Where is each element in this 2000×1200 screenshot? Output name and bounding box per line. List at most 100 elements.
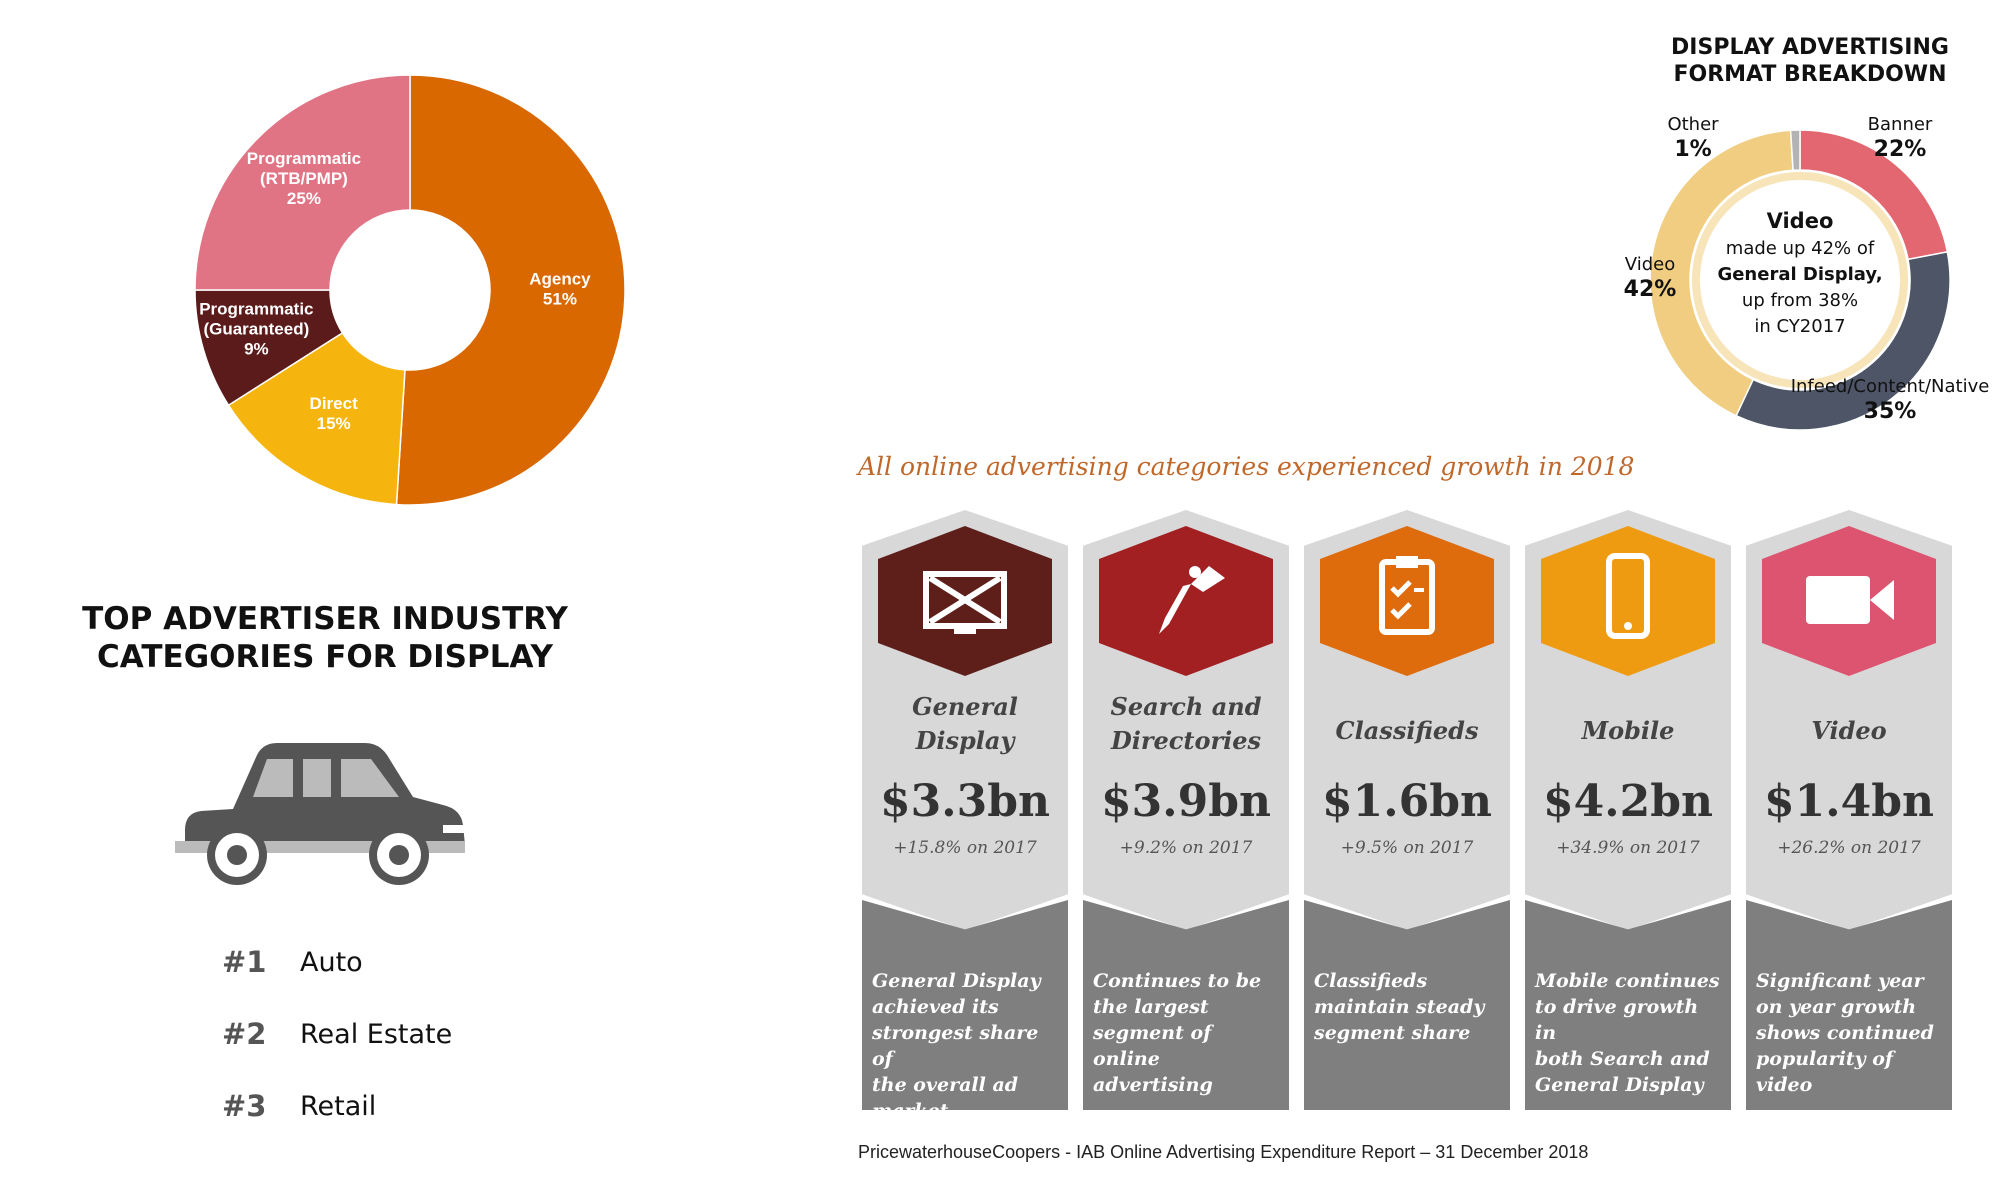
slice-name: Infeed/Content/Native — [1791, 376, 1990, 397]
donut-slice-programmatic-rtb-pmp — [194, 74, 411, 291]
slice-name: Video — [1625, 254, 1675, 275]
description-line: Continues to be — [1093, 970, 1262, 992]
category-name: Video — [1746, 714, 1952, 748]
description-line: on year growth — [1756, 996, 1917, 1018]
ad-channel-donut-chart: Agency 51% Direct 15% Programmatic (Guarantee… — [194, 74, 626, 506]
rank-label: Retail — [300, 1090, 377, 1122]
top-advertiser-title-line-1: TOP ADVERTISER INDUSTRY — [82, 601, 568, 637]
category-growth: +34.9% on 2017 — [1556, 838, 1700, 858]
category-amount: $4.2bn — [1543, 776, 1713, 827]
description-line: to drive growth in — [1535, 996, 1699, 1044]
slice-name: Other — [1667, 114, 1719, 135]
donut-slice-agency — [395, 74, 626, 506]
slice-label: Programmatic (Guaranteed) 9% — [199, 300, 313, 359]
description-line: video — [1756, 1074, 1813, 1096]
category-description: Significant year on year growth shows cont… — [1756, 968, 1946, 1098]
category-growth: +15.8% on 2017 — [893, 838, 1037, 858]
description-line: the overall ad — [872, 1074, 1019, 1096]
donut-slice-other — [1789, 129, 1801, 172]
growth-headline: All online advertising categories experi… — [858, 452, 1635, 481]
slice-name: Banner — [1868, 114, 1933, 135]
search-icon — [1159, 566, 1225, 634]
category-hexagon — [1320, 526, 1494, 676]
card-description-panel — [1083, 900, 1289, 1110]
category-description: Continues to be the largest segment of onl… — [1093, 968, 1283, 1098]
slice-label: Programmatic (RTB/PMP) 25% — [247, 149, 361, 208]
category-name-line: Display — [915, 726, 1015, 755]
description-line: Mobile continues — [1535, 970, 1720, 992]
description-line: both Search and — [1535, 1048, 1710, 1070]
description-line: achieved its — [872, 996, 999, 1018]
source-footer: PricewaterhouseCoopers - IAB Online Adve… — [858, 1142, 1589, 1162]
description-line: advertising — [1093, 1074, 1213, 1096]
category-growth: +9.2% on 2017 — [1119, 838, 1253, 858]
description-line: the largest — [1093, 996, 1209, 1018]
category-name: Mobile — [1525, 714, 1731, 748]
category-hexagon — [1762, 526, 1936, 676]
donut-center-text: Video made up 42% of General Display, up fr… — [1717, 209, 1882, 337]
card-description-panel — [1525, 900, 1731, 1110]
category-card: Classifieds $1.6bn +9.5% on 2017 Classif… — [1304, 510, 1510, 1110]
car-icon — [175, 743, 465, 885]
donut-slice-infeed-content-native — [1735, 251, 1951, 431]
monitor-icon — [923, 571, 1007, 634]
card-description-panel — [1746, 900, 1952, 1110]
donut-slice-direct — [227, 331, 406, 506]
rank-number: #1 — [222, 945, 267, 979]
category-name: General Display — [862, 690, 1068, 758]
description-line: popularity of — [1756, 1048, 1894, 1070]
slice-label: Agency 51% — [529, 270, 591, 309]
description-line: Classifieds — [1314, 970, 1428, 992]
donut-center — [1700, 180, 1900, 380]
description-line: strongest share of — [872, 1022, 1039, 1070]
description-line: market — [872, 1100, 949, 1122]
category-name: Search and Directories — [1083, 690, 1289, 758]
description-line: maintain steady — [1314, 996, 1485, 1018]
description-line: segment of online — [1093, 1022, 1212, 1070]
description-line: General Display — [872, 970, 1041, 992]
category-name-line: Video — [1811, 716, 1887, 745]
format-breakdown-donut-chart: Video made up 42% of General Display, up fr… — [1624, 114, 1990, 431]
category-amount: $1.4bn — [1764, 776, 1934, 827]
rank-label: Real Estate — [300, 1018, 453, 1050]
category-card: Mobile $4.2bn +34.9% on 2017 Mobile cont… — [1525, 510, 1731, 1110]
category-card: Video $1.4bn +26.2% on 2017 Significant … — [1746, 510, 1952, 1110]
category-amount: $3.9bn — [1101, 776, 1271, 827]
category-description: Classifieds maintain steady segment share — [1314, 968, 1504, 1046]
category-description: General Display achieved its strongest sha… — [872, 968, 1062, 1124]
category-name: Classifieds — [1304, 714, 1510, 748]
category-name-line: Directories — [1110, 726, 1262, 755]
description-line: segment share — [1314, 1022, 1471, 1044]
category-growth: +26.2% on 2017 — [1777, 838, 1921, 858]
category-amount: $3.3bn — [880, 776, 1050, 827]
donut-slice-video — [1649, 129, 1794, 417]
category-hexagon — [878, 526, 1052, 676]
category-name-line: Classifieds — [1335, 716, 1479, 745]
card-description-panel — [1304, 900, 1510, 1110]
category-hexagon — [1099, 526, 1273, 676]
category-description: Mobile continues to drive growth in both S… — [1535, 968, 1725, 1098]
top-advertiser-title-line-2: CATEGORIES FOR DISPLAY — [97, 639, 553, 675]
category-name-line: Mobile — [1581, 716, 1675, 745]
category-amount: $1.6bn — [1322, 776, 1492, 827]
slice-value: 42% — [1624, 277, 1677, 302]
rank-number: #3 — [222, 1089, 267, 1123]
top-advertiser-title: TOP ADVERTISER INDUSTRY CATEGORIES FOR D… — [60, 600, 590, 676]
list-item: #2 Real Estate — [222, 1012, 452, 1056]
rank-label: Auto — [300, 946, 363, 978]
slice-value: 1% — [1674, 137, 1711, 162]
clipboard-icon — [1379, 556, 1435, 635]
category-hexagon — [1541, 526, 1715, 676]
format-breakdown-title: DISPLAY ADVERTISING FORMAT BREAKDOWN — [1620, 34, 2000, 88]
description-line: General Display — [1535, 1074, 1704, 1096]
card-description-panel — [862, 900, 1068, 1110]
category-name-line: Search and — [1110, 692, 1262, 721]
category-name-line: General — [912, 692, 1018, 721]
mobile-phone-icon — [1606, 553, 1650, 639]
slice-value: 22% — [1874, 137, 1927, 162]
format-title-line-1: DISPLAY ADVERTISING — [1671, 35, 1949, 60]
